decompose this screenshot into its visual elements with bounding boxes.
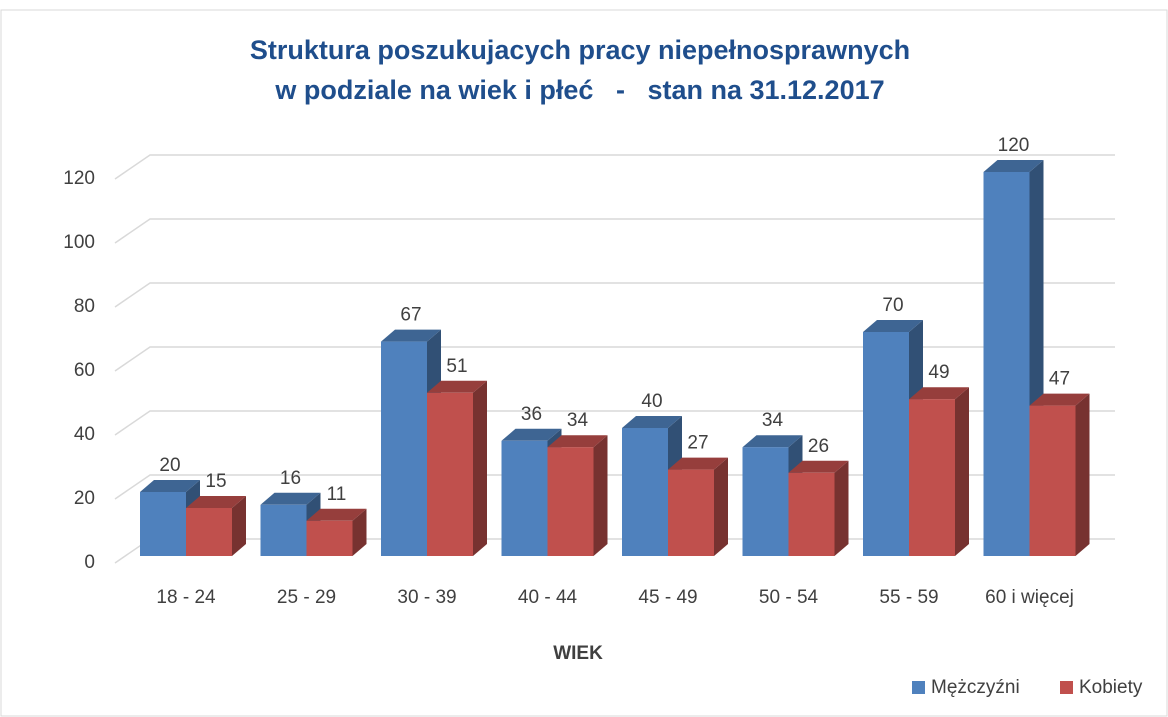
bar — [788, 472, 835, 556]
grid-line — [114, 410, 1115, 436]
x-axis-label: WIEK — [553, 643, 603, 664]
grid-line — [114, 346, 1115, 372]
y-tick-label: 100 — [63, 232, 95, 253]
bar-top — [622, 416, 682, 428]
bar — [186, 508, 232, 556]
chart-title: w podziale na wiek i płeć - stan na 31.1… — [274, 75, 884, 105]
value-label: 51 — [446, 356, 467, 377]
x-tick-label: 30 - 39 — [397, 587, 456, 608]
bar — [501, 440, 548, 556]
bar — [1029, 405, 1076, 556]
bar-top — [501, 428, 562, 441]
value-label: 16 — [280, 468, 301, 489]
bar-top — [427, 380, 487, 393]
bar-top — [306, 508, 367, 521]
bar — [140, 492, 186, 556]
bar-top — [863, 320, 923, 332]
bar — [909, 399, 955, 556]
bar-top — [983, 160, 1044, 172]
value-label: 11 — [327, 484, 347, 505]
grid-line — [114, 154, 1115, 180]
legend-label: Kobiety — [1079, 677, 1143, 698]
value-label: 67 — [400, 305, 421, 326]
bar — [742, 447, 789, 556]
value-label: 26 — [808, 436, 829, 457]
value-label: 49 — [928, 362, 949, 383]
bar — [863, 332, 909, 556]
bar-top — [260, 492, 321, 505]
y-tick-label: 20 — [74, 488, 95, 509]
bar-side — [955, 387, 969, 556]
legend-swatch — [912, 681, 925, 694]
x-tick-label: 50 - 54 — [759, 587, 819, 608]
grid-line — [114, 218, 1115, 244]
legend-label: Mężczyźni — [931, 677, 1020, 698]
x-tick-label: 25 - 29 — [277, 587, 336, 608]
value-label: 15 — [205, 471, 226, 492]
value-label: 36 — [521, 404, 542, 425]
x-tick-label: 45 - 49 — [638, 587, 697, 608]
value-label: 47 — [1049, 369, 1070, 390]
y-tick-label: 0 — [84, 552, 95, 573]
x-tick-label: 60 i więcej — [985, 587, 1074, 608]
bar-side — [352, 508, 367, 556]
bar — [622, 428, 668, 556]
bar-top — [742, 435, 803, 448]
bar-top — [788, 460, 849, 473]
bar-side — [1075, 393, 1090, 556]
value-label: 70 — [882, 295, 903, 316]
bar-top — [547, 435, 608, 448]
value-label: 40 — [641, 391, 662, 412]
bar-top — [186, 496, 246, 508]
x-tick-label: 55 - 59 — [879, 587, 938, 608]
bar-side — [714, 457, 728, 556]
grid-line — [114, 282, 1115, 308]
bar-top — [381, 329, 441, 342]
y-tick-label: 60 — [74, 360, 95, 381]
bar-top — [140, 480, 200, 492]
y-tick-label: 40 — [74, 424, 95, 445]
value-label: 27 — [687, 433, 708, 454]
legend-swatch — [1060, 681, 1073, 694]
bar-top — [909, 387, 969, 400]
value-label: 20 — [159, 455, 180, 476]
bar-side — [593, 435, 608, 556]
value-label: 34 — [762, 410, 784, 431]
bar — [306, 520, 353, 556]
y-tick-label: 120 — [63, 168, 95, 189]
bar — [381, 341, 427, 556]
bar — [668, 469, 714, 556]
x-tick-label: 40 - 44 — [518, 587, 578, 608]
bar — [427, 392, 473, 556]
y-tick-label: 80 — [74, 296, 95, 317]
bar-top — [1029, 393, 1090, 406]
bar-top — [668, 457, 728, 470]
bar — [983, 172, 1030, 556]
bar-side — [834, 460, 849, 556]
value-label: 120 — [998, 135, 1030, 156]
bar-side — [473, 380, 487, 556]
bar — [547, 447, 594, 556]
chart-frame — [0, 9, 1168, 717]
bar — [260, 504, 307, 556]
chart-title: Struktura poszukujacych pracy niepełnosp… — [250, 35, 910, 65]
value-label: 34 — [567, 410, 589, 431]
bar-side — [232, 496, 246, 556]
x-tick-label: 18 - 24 — [156, 587, 216, 608]
